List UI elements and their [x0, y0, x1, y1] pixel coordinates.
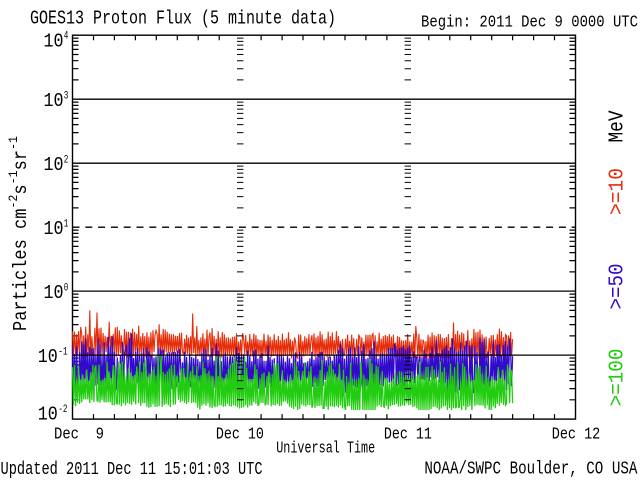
- svg-text:Dec 11: Dec 11: [384, 425, 432, 444]
- svg-text:Begin: 2011 Dec 9 0000 UTC: Begin: 2011 Dec 9 0000 UTC: [421, 13, 638, 32]
- svg-text:10: 10: [44, 218, 64, 240]
- svg-text:Dec 12: Dec 12: [552, 425, 601, 444]
- svg-text:-2: -2: [58, 404, 67, 416]
- svg-text:1: 1: [64, 219, 69, 231]
- svg-text:10: 10: [44, 90, 64, 112]
- svg-text:Particles cm-2s-1sr-1: Particles cm-2s-1sr-1: [6, 136, 32, 331]
- svg-text:>=50: >=50: [607, 264, 630, 310]
- svg-text:10: 10: [44, 154, 64, 176]
- svg-text:GOES13 Proton Flux (5 minute d: GOES13 Proton Flux (5 minute data): [30, 8, 336, 30]
- svg-text:>=100: >=100: [607, 349, 630, 407]
- svg-text:MeV: MeV: [607, 110, 630, 142]
- svg-text:10: 10: [38, 346, 58, 368]
- svg-text:10: 10: [38, 404, 58, 426]
- svg-text:0: 0: [64, 282, 69, 294]
- svg-text:-1: -1: [58, 346, 68, 358]
- svg-text:Updated 2011 Dec 11 15:01:03 U: Updated 2011 Dec 11 15:01:03 UTC: [1, 460, 263, 480]
- svg-text:3: 3: [64, 91, 69, 103]
- svg-text:Universal Time: Universal Time: [276, 438, 375, 457]
- svg-text:NOAA/SWPC Boulder, CO USA: NOAA/SWPC Boulder, CO USA: [424, 460, 637, 480]
- svg-text:4: 4: [64, 31, 69, 43]
- svg-text:10: 10: [44, 282, 64, 304]
- svg-text:10: 10: [44, 30, 64, 52]
- svg-text:2: 2: [64, 155, 69, 167]
- svg-text:Dec 9: Dec 9: [54, 425, 104, 444]
- svg-text:Dec 10: Dec 10: [216, 425, 264, 444]
- svg-text:>=10: >=10: [607, 168, 630, 215]
